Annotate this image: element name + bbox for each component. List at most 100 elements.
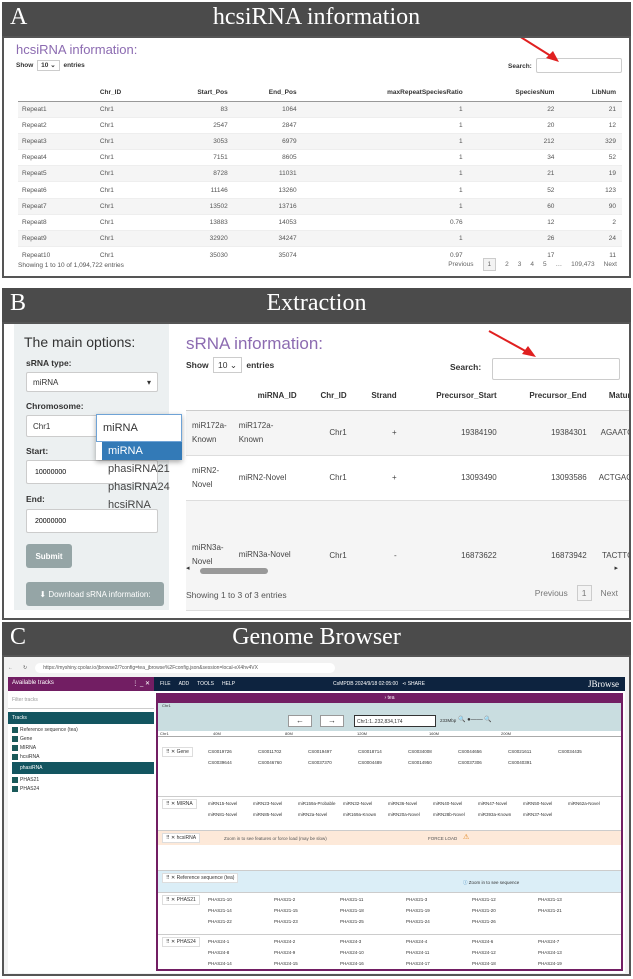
feature-label: miRN20a-Novel bbox=[388, 812, 420, 817]
table-cell: 12 bbox=[468, 213, 561, 231]
menu-item[interactable]: TOOLS bbox=[197, 681, 214, 687]
dropdown-option[interactable]: miRNA bbox=[102, 442, 182, 460]
track-checkbox[interactable]: PHAS24 bbox=[12, 785, 150, 792]
dropdown-search-input[interactable]: miRNA bbox=[96, 414, 182, 442]
column-header[interactable]: LibNum bbox=[560, 84, 622, 102]
hcsirna-track-name: hcsiRNA bbox=[176, 835, 197, 841]
red-arrow-icon bbox=[520, 38, 559, 62]
tracks-category[interactable]: Tracks bbox=[8, 712, 154, 724]
start-input[interactable] bbox=[26, 460, 158, 484]
checkbox-icon bbox=[12, 744, 18, 751]
pan-right-button[interactable]: → bbox=[320, 715, 344, 727]
phas24-track-name: PHAS24 bbox=[176, 939, 196, 945]
column-header[interactable]: Mature_Seq bbox=[592, 382, 629, 411]
column-header[interactable] bbox=[186, 382, 233, 411]
page-link[interactable]: 1 bbox=[576, 585, 592, 601]
end-input[interactable] bbox=[26, 509, 158, 533]
track-checkbox[interactable]: hcsiRNA bbox=[12, 753, 150, 760]
page-link[interactable]: Next bbox=[603, 261, 617, 268]
dropdown-option[interactable]: phasiRNA21 bbox=[108, 463, 170, 475]
search-input[interactable] bbox=[492, 358, 620, 380]
page-link[interactable]: 109,473 bbox=[571, 261, 595, 268]
reload-icon[interactable]: ↻ bbox=[23, 665, 28, 671]
column-header[interactable]: miRNA_ID bbox=[232, 382, 303, 411]
track-checkbox[interactable]: Gene bbox=[12, 735, 150, 742]
track-label[interactable]: ⠿ ✕ hcsiRNA bbox=[162, 833, 201, 843]
feature-label: CS0004489 bbox=[358, 760, 382, 765]
menu-item[interactable]: FILE bbox=[160, 681, 171, 687]
track-label[interactable]: ⠿ ✕ PHAS21 bbox=[162, 895, 200, 905]
srna-type-select[interactable]: miRNA ▾ bbox=[26, 372, 158, 392]
hcsirna-table: Chr_ID Start_Pos End_Pos maxRepeatSpeciesRa… bbox=[18, 84, 622, 263]
ref-message-text: Zoom in to see sequence bbox=[468, 880, 520, 885]
dropdown-option[interactable]: hcsiRNA bbox=[108, 499, 151, 511]
phasirna-category[interactable]: phasiRNA bbox=[12, 762, 154, 774]
panel-title: Genome Browser bbox=[232, 624, 401, 650]
column-header[interactable]: maxRepeatSpeciesRatio bbox=[302, 84, 469, 102]
table-cell: Repeat3 bbox=[18, 132, 96, 150]
track-label[interactable]: ⠿ ✕ PHAS24 bbox=[162, 937, 200, 947]
column-header[interactable]: Precursor_Start bbox=[402, 382, 503, 411]
share-button[interactable]: ⋖ SHARE bbox=[402, 681, 425, 687]
page-link[interactable]: 5 bbox=[543, 261, 547, 268]
download-button[interactable]: ⬇ Download sRNA information: bbox=[26, 582, 164, 606]
page-link[interactable]: 3 bbox=[517, 261, 522, 268]
menu-item[interactable]: HELP bbox=[221, 681, 236, 687]
track-label[interactable]: ⠿ ✕ Gene bbox=[162, 747, 193, 757]
column-header[interactable]: Start_Pos bbox=[159, 84, 234, 102]
column-header[interactable]: Strand bbox=[352, 382, 403, 411]
column-header[interactable]: Chr_ID bbox=[95, 84, 160, 102]
ruler: Chr1 40M 80M 120M 160M 200M bbox=[158, 731, 621, 737]
locus-input[interactable]: Chr1:1..232,834,174 bbox=[354, 715, 436, 727]
panel-a: hcsiRNA information: Show 10 ⌄ entries S… bbox=[2, 36, 631, 278]
entries-select[interactable]: 10 ⌄ bbox=[213, 357, 242, 373]
url-bar[interactable]: https://myshiny.cpolar.io/jbrowse2/?conf… bbox=[35, 663, 336, 673]
options-sidebar: The main options: sRNA type: miRNA ▾ Chro… bbox=[14, 324, 169, 610]
feature-label: PHAS21-25 bbox=[340, 919, 364, 924]
page-link[interactable]: Next bbox=[600, 588, 618, 598]
table-cell: 26 bbox=[468, 229, 561, 247]
page-link[interactable]: 1 bbox=[482, 258, 497, 271]
page-link[interactable]: … bbox=[555, 261, 563, 268]
table-cell: 3053 bbox=[159, 132, 234, 150]
track-label[interactable]: ⠿ ✕ Reference sequence (tea) bbox=[162, 873, 239, 883]
track-label[interactable]: ⠿ ✕ MIRNA bbox=[162, 799, 197, 809]
table-cell: 52 bbox=[468, 181, 561, 199]
force-load-button[interactable]: FORCE LOAD bbox=[428, 836, 458, 841]
pan-left-button[interactable]: ← bbox=[288, 715, 312, 727]
table-row: Repeat5 Chr1 8728 11031 1 21 19 bbox=[18, 165, 622, 182]
close-icon[interactable]: ⋮ _ ✕ bbox=[132, 681, 150, 687]
feature-label: PHAS24-18 bbox=[472, 961, 496, 966]
table-cell: 22 bbox=[468, 100, 561, 118]
submit-button[interactable]: Submit bbox=[26, 544, 72, 568]
column-header[interactable]: End_Pos bbox=[233, 84, 303, 102]
dropdown-option[interactable]: phasiRNA24 bbox=[108, 481, 170, 493]
mirna-track: ⠿ ✕ MIRNA miRN15-Novel miRN23-Novel miR159a… bbox=[158, 797, 621, 831]
feature-label: miRN15-Novel bbox=[208, 801, 238, 806]
page-link[interactable]: 4 bbox=[530, 261, 534, 268]
column-header[interactable]: Chr_ID bbox=[302, 382, 353, 411]
search-input[interactable] bbox=[536, 58, 622, 73]
horizontal-scrollbar[interactable]: ◂ ▸ bbox=[186, 565, 618, 574]
menu-item[interactable]: ADD bbox=[178, 681, 190, 687]
page-link[interactable]: Previous bbox=[448, 261, 474, 268]
table-cell: Chr1 bbox=[302, 410, 353, 456]
track-checkbox[interactable]: Reference sequence (tea) bbox=[12, 726, 150, 733]
start-label: Start: bbox=[26, 446, 49, 456]
table-cell: 60 bbox=[468, 197, 561, 215]
zoom-slider[interactable]: 🔍 ●—— 🔍 bbox=[458, 717, 492, 723]
table-cell: 1 bbox=[302, 100, 469, 118]
table-cell: 35030 bbox=[159, 246, 234, 263]
column-header[interactable]: Precursor_End bbox=[502, 382, 593, 411]
page-link[interactable]: 2 bbox=[505, 261, 509, 268]
feature-label: CS0037370 bbox=[308, 760, 332, 765]
view-name: tea bbox=[387, 695, 395, 701]
track-checkbox[interactable]: PHAS21 bbox=[12, 776, 150, 783]
back-icon[interactable]: ← bbox=[8, 665, 13, 671]
column-header[interactable] bbox=[18, 84, 96, 102]
page-link[interactable]: Previous bbox=[534, 588, 568, 598]
track-checkbox[interactable]: MIRNA bbox=[12, 744, 150, 751]
entries-select[interactable]: 10 ⌄ bbox=[37, 60, 60, 71]
column-header[interactable]: SpeciesNum bbox=[468, 84, 561, 102]
filter-tracks-input[interactable]: Filter tracks bbox=[8, 691, 154, 709]
